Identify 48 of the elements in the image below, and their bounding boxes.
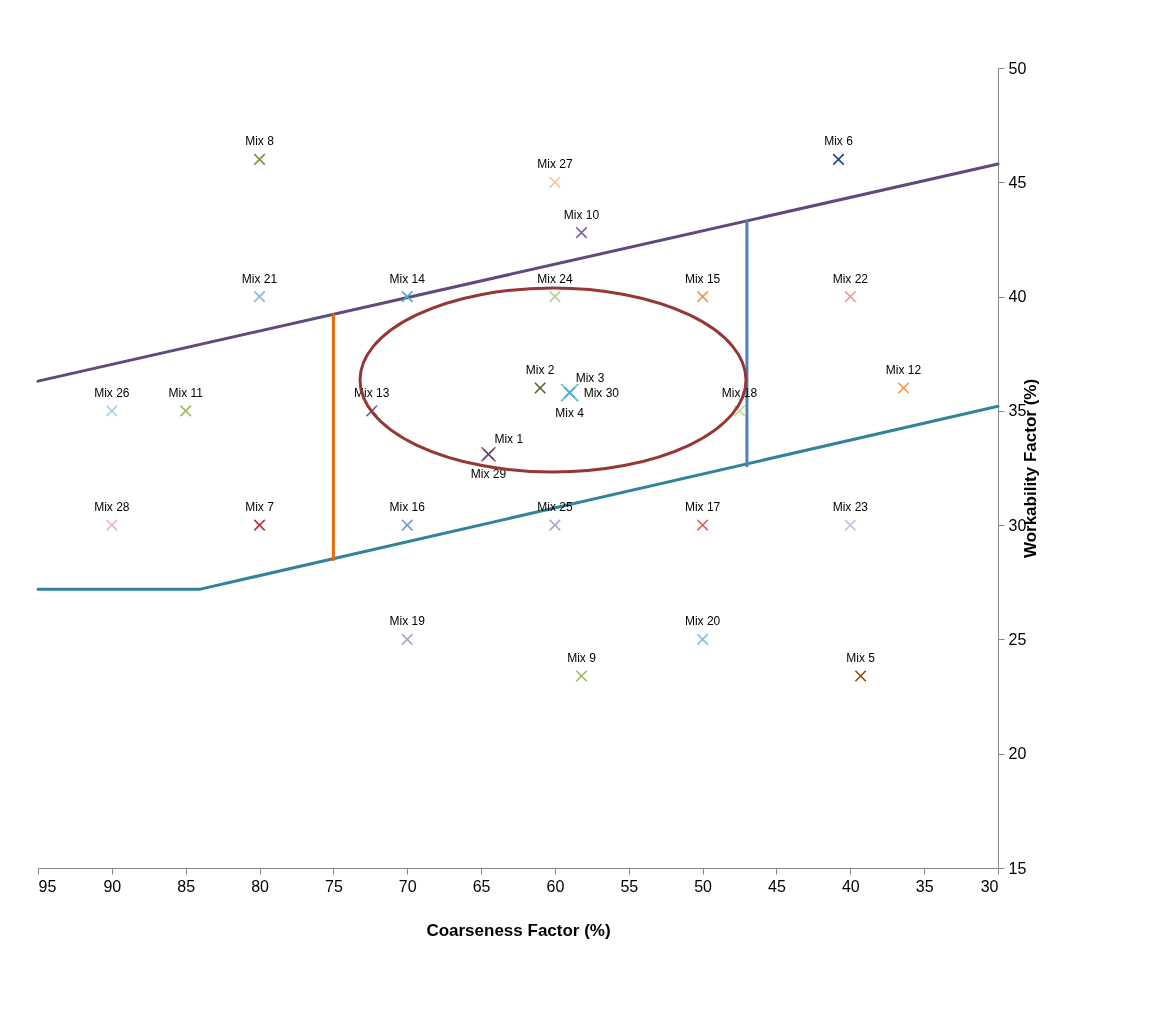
x-tick-label: 65: [472, 877, 491, 895]
series-label: Mix 17: [684, 500, 721, 515]
x-tick-label: 35: [915, 877, 934, 895]
y-tick-label: 45: [1008, 173, 1027, 191]
x-tick-label: 60: [546, 877, 565, 895]
x-tick-label: 30: [980, 877, 999, 895]
series-label: Mix 26: [94, 385, 130, 400]
series-label: Mix 23: [832, 500, 869, 515]
series-label: Mix 2: [525, 363, 555, 377]
series-label: Mix 6: [824, 134, 854, 149]
y-tick-label: 50: [1008, 59, 1027, 77]
x-tick-label: 90: [103, 877, 122, 895]
series-label: Mix 8: [245, 134, 275, 149]
series-label: Mix 3: [575, 370, 605, 385]
y-tick-label: 15: [1008, 859, 1027, 877]
series-label: Mix 19: [389, 614, 426, 629]
x-tick-label: 40: [841, 877, 860, 895]
series-label: Mix 9: [567, 651, 597, 665]
x-tick-label: 75: [324, 877, 343, 895]
y-tick-label: 25: [1008, 630, 1027, 648]
series-label: Mix 5: [846, 651, 876, 665]
x-tick-label: 80: [251, 877, 270, 895]
series-label: Mix 30: [583, 385, 620, 400]
series-label: Mix 10: [563, 207, 600, 222]
series-label: Mix 16: [389, 500, 426, 515]
x-axis-title: Coarseness Factor (%): [426, 920, 611, 940]
series-label: Mix 24: [537, 271, 573, 286]
y-tick-label: 40: [1008, 288, 1027, 306]
x-tick-label: 70: [398, 877, 417, 895]
x-tick-label: 45: [768, 877, 786, 895]
series-label: Mix 11: [168, 385, 204, 400]
x-tick-label: 85: [177, 877, 196, 895]
series-label: Mix 28: [94, 500, 130, 515]
series-label: Mix 21: [241, 271, 278, 286]
series-label: Mix 27: [537, 157, 573, 172]
series-label: Mix 15: [684, 271, 721, 286]
series-label: Mix 14: [389, 271, 426, 286]
x-tick-label: 95: [38, 877, 57, 895]
series-label: Mix 22: [832, 271, 869, 286]
x-tick-label: 50: [694, 877, 713, 895]
series-label: Mix 12: [885, 363, 922, 377]
series-label: Mix 7: [245, 500, 275, 515]
y-tick-label: 20: [1008, 745, 1027, 763]
y-tick-label: 30: [1008, 516, 1027, 534]
x-tick-label: 55: [620, 877, 639, 895]
series-label: Mix 1: [494, 432, 524, 447]
series-label: Mix 4: [555, 405, 585, 420]
series-label: Mix 20: [684, 614, 721, 629]
